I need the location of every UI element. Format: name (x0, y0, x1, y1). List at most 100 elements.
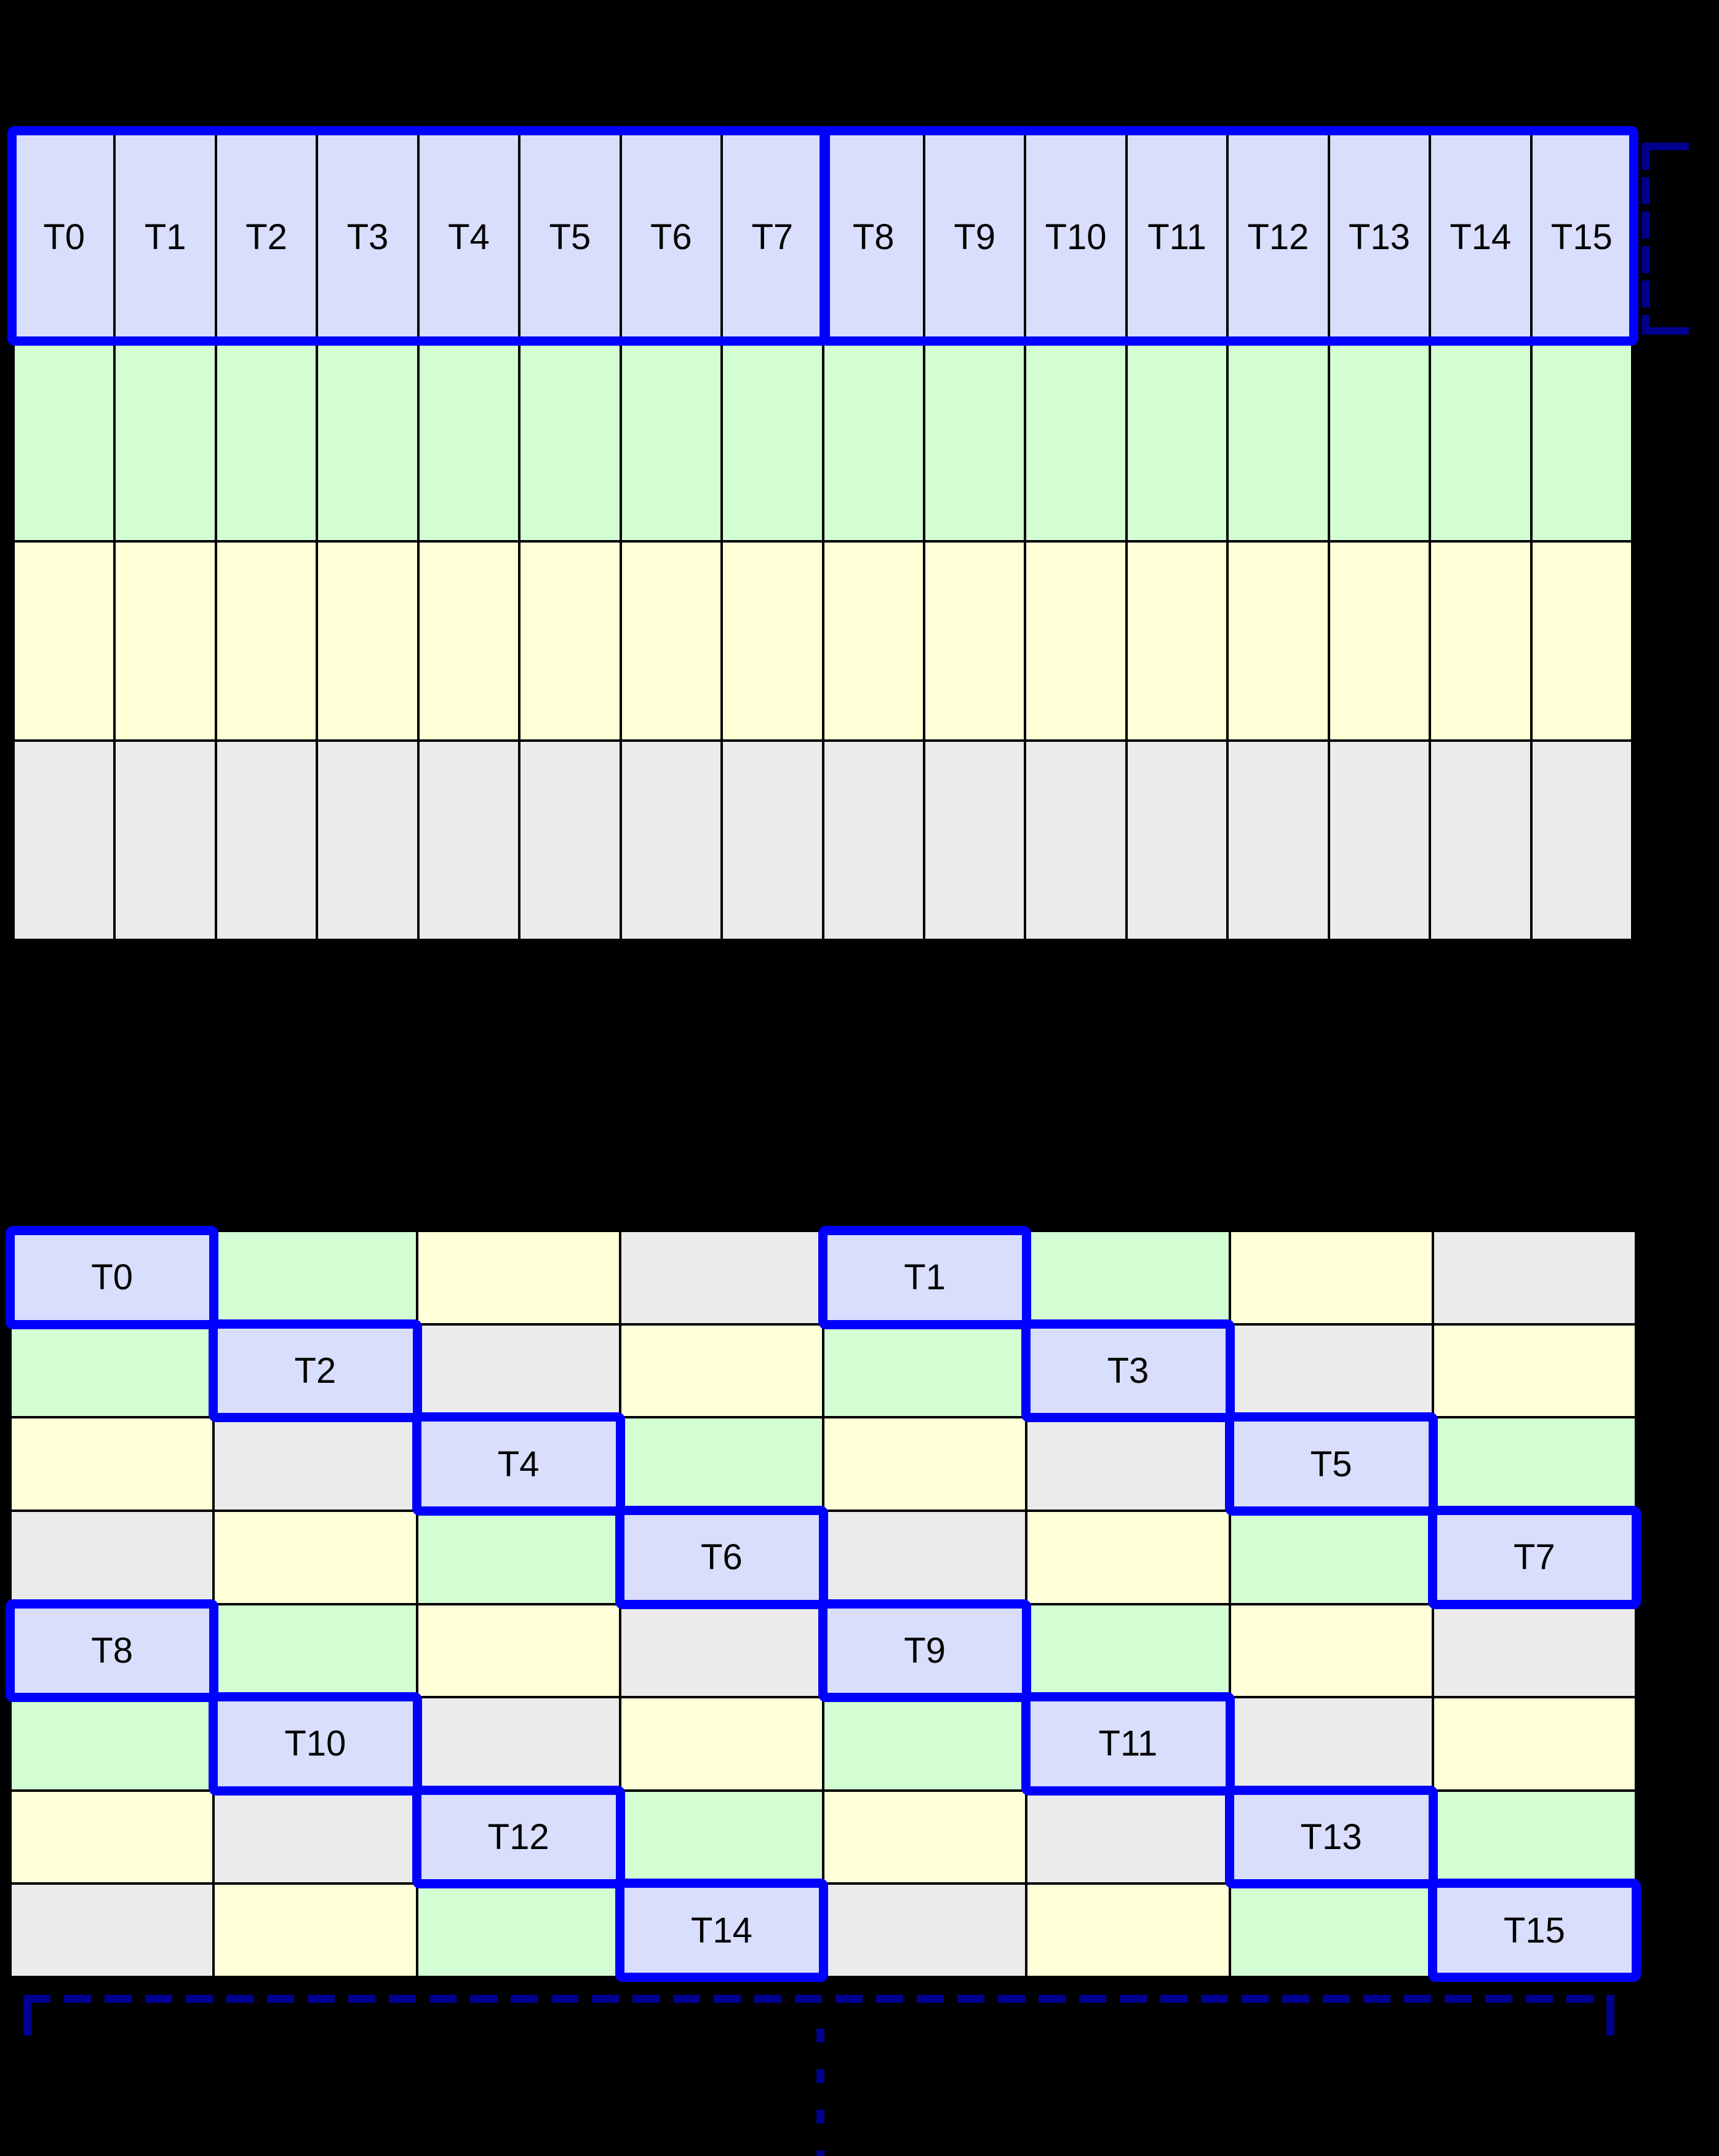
grid-cell (824, 1698, 1026, 1789)
grid-cell (824, 742, 923, 939)
highlighted-thread-cell: T2 (209, 1319, 422, 1423)
thread-label: T0 (91, 1257, 133, 1298)
top-grid-section: T0 T1 T2 T3 T4 T5 T6 T7 T8 T9 T10 T11 T12 T13 T14 T15 (7, 126, 1638, 941)
thread-label: T9 (904, 1630, 946, 1671)
bottom-span-bracket (23, 1995, 1614, 2035)
thread-label: T7 (751, 217, 794, 257)
grid-cell (1026, 742, 1125, 939)
grid-cell (1027, 1418, 1229, 1510)
thread-cell: T8 (824, 133, 923, 341)
thread-label: T4 (448, 217, 490, 257)
grid-cell: T13 (1224, 1785, 1438, 1889)
grid-cell (12, 1885, 213, 1976)
highlighted-thread-cell: T15 (1427, 1879, 1641, 1982)
bottom-bracket-dashed-line (23, 1995, 1614, 2003)
thread-label: T6 (650, 217, 692, 257)
grid-cell (1027, 1885, 1229, 1976)
thread-label: T3 (346, 217, 389, 257)
grid-cell (621, 1232, 822, 1323)
grid-cell (621, 1605, 822, 1697)
thread-cell: T1 (116, 133, 215, 341)
grid-cell (418, 1698, 619, 1789)
thread-cell: T15 (1532, 133, 1631, 341)
grid-cell (418, 1232, 619, 1323)
grid-cell (1127, 343, 1227, 540)
grid-cell (925, 543, 1024, 739)
thread-label: T11 (1147, 217, 1206, 257)
grid-cell (824, 343, 923, 540)
grid-cell (1330, 343, 1429, 540)
grid-cell (318, 543, 417, 739)
grid-cell (1431, 543, 1530, 739)
highlighted-thread-cell: T10 (209, 1692, 422, 1796)
thread-label: T14 (690, 1910, 752, 1951)
grid-cell: T7 (1427, 1505, 1641, 1609)
thread-label: T4 (497, 1444, 540, 1484)
grid-cell (520, 742, 620, 939)
bottom-bracket-right-tick (1606, 1995, 1614, 2035)
grid-cell (1230, 1325, 1432, 1417)
grid-cell (1434, 1232, 1635, 1323)
thread-label: T3 (1107, 1350, 1149, 1391)
highlighted-thread-cell: T12 (412, 1785, 625, 1889)
thread-label: T0 (43, 217, 86, 257)
thread-label: T5 (1310, 1444, 1352, 1484)
grid-cell: T14 (615, 1879, 828, 1982)
thread-cell: T2 (217, 133, 316, 341)
top-grid: T0 T1 T2 T3 T4 T5 T6 T7 T8 T9 T10 T11 T12 T13 T14 T15 (12, 131, 1633, 941)
grid-cell (215, 1885, 416, 1976)
highlighted-thread-cell: T1 (818, 1226, 1032, 1329)
highlighted-thread-cell: T14 (615, 1879, 828, 1982)
grid-cell (824, 1885, 1026, 1976)
thread-label: T14 (1450, 217, 1512, 257)
grid-cell (621, 1791, 822, 1883)
grid-cell (1027, 1232, 1229, 1323)
grid-cell (1229, 543, 1328, 739)
grid-cell (318, 343, 417, 540)
highlighted-thread-cell: T6 (615, 1505, 828, 1609)
thread-cell: T3 (318, 133, 417, 341)
grid-cell (12, 1418, 213, 1510)
thread-label: T12 (1247, 217, 1309, 257)
grid-cell (215, 1418, 416, 1510)
thread-cell: T0 (15, 133, 114, 341)
grid-cell: T9 (818, 1599, 1032, 1703)
grid-cell (418, 1325, 619, 1417)
grid-cell (1230, 1511, 1432, 1603)
grid-cell: T15 (1427, 1879, 1641, 1982)
grid-cell (418, 1511, 619, 1603)
thread-cell: T12 (1229, 133, 1328, 341)
grid-cell: T6 (615, 1505, 828, 1609)
grid-cell (1229, 343, 1328, 540)
grid-cell: T3 (1021, 1319, 1235, 1423)
grid-cell (419, 742, 519, 939)
bracket-top-tick (1642, 143, 1689, 150)
thread-label: T2 (245, 217, 287, 257)
grid-cell (215, 1605, 416, 1697)
highlighted-thread-cell: T7 (1427, 1505, 1641, 1609)
grid-cell (1027, 1605, 1229, 1697)
bottom-grid: T0 T1 T2 T3 T4 T5 T6 T7 T8 T9 T10 T11 T12 T13 T14 T15 (6, 1226, 1641, 1982)
grid-cell (116, 343, 215, 540)
grid-cell (1431, 343, 1530, 540)
grid-cell (1532, 343, 1631, 540)
highlighted-thread-cell: T11 (1021, 1692, 1235, 1796)
grid-cell (1230, 1698, 1432, 1789)
grid-cell (12, 1698, 213, 1789)
highlighted-thread-cell: T5 (1224, 1412, 1438, 1516)
grid-cell (621, 543, 721, 739)
grid-cell: T8 (6, 1599, 219, 1703)
grid-cell: T10 (209, 1692, 422, 1796)
grid-cell (824, 1791, 1026, 1883)
grid-cell (116, 543, 215, 739)
grid-cell (15, 343, 114, 540)
grid-cell (1434, 1698, 1635, 1789)
grid-cell (723, 742, 822, 939)
thread-label: T6 (701, 1537, 743, 1578)
thread-label: T15 (1503, 1910, 1565, 1951)
highlighted-thread-cell: T9 (818, 1599, 1032, 1703)
grid-cell (824, 1325, 1026, 1417)
thread-label: T10 (1045, 217, 1107, 257)
grid-cell (621, 1325, 822, 1417)
